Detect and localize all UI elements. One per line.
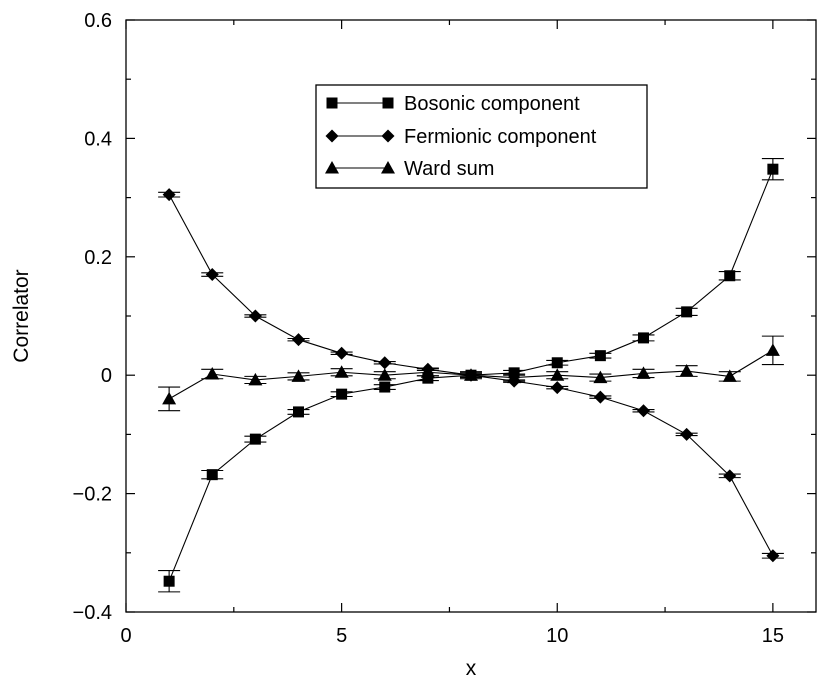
x-tick-label: 0 (120, 625, 131, 647)
data-point (162, 188, 176, 202)
data-point (377, 368, 392, 381)
legend-marker (325, 161, 339, 174)
x-axis-title: x (466, 657, 477, 680)
data-point (507, 370, 522, 384)
data-point (335, 346, 349, 360)
y-axis-title: Correlator (10, 269, 33, 362)
data-point (248, 309, 262, 323)
legend-marker (382, 97, 394, 109)
data-point (636, 366, 651, 379)
data-point (724, 270, 736, 282)
series-layer (158, 157, 784, 593)
legend-label: Bosonic component (404, 93, 580, 115)
data-point (293, 406, 304, 418)
data-point (594, 350, 606, 362)
y-tick-label: 0.2 (84, 247, 112, 269)
data-point (593, 390, 607, 404)
data-point (722, 369, 737, 382)
y-tick-label: 0 (101, 365, 112, 387)
data-point (336, 388, 348, 400)
data-point (679, 364, 694, 377)
data-point (422, 372, 434, 384)
data-point (291, 369, 306, 382)
data-point (378, 356, 392, 370)
legend-marker (326, 97, 338, 109)
data-point (205, 367, 220, 380)
axis-ticks: 0 5 10 15 −0.4 −0.2 0 0.2 0.4 0.6 (73, 10, 816, 647)
data-point (420, 365, 435, 378)
y-tick-label: 0.4 (84, 128, 112, 150)
legend-marker (325, 129, 339, 143)
data-point (637, 404, 650, 418)
data-point (551, 357, 563, 369)
legend-marker (381, 161, 395, 174)
data-point (248, 372, 263, 386)
data-point (163, 575, 175, 587)
series-triangle (158, 335, 784, 412)
data-point (723, 469, 737, 483)
y-tick-label: −0.2 (73, 484, 112, 506)
data-point (765, 343, 780, 356)
data-point (206, 469, 218, 481)
legend-label: Fermionic component (404, 126, 597, 148)
data-point (464, 368, 478, 381)
data-point (767, 163, 779, 175)
legend-label: Ward sum (404, 158, 494, 180)
x-tick-label: 15 (762, 625, 784, 647)
x-tick-label: 10 (546, 625, 568, 647)
x-tick-label: 5 (336, 625, 347, 647)
data-point (249, 433, 261, 445)
data-point (292, 333, 305, 347)
data-point (550, 368, 565, 381)
data-point (638, 332, 649, 344)
legend-marker (381, 129, 395, 143)
data-point (681, 306, 693, 318)
data-point (766, 549, 780, 563)
legend: Bosonic component Fermionic component Ward… (315, 84, 648, 189)
data-point (550, 381, 564, 395)
data-point (593, 370, 608, 384)
y-tick-label: 0.6 (84, 10, 112, 32)
data-point (162, 391, 177, 405)
data-point (680, 427, 694, 441)
data-point (379, 381, 391, 393)
data-point (205, 268, 219, 282)
data-point (334, 365, 349, 378)
y-tick-label: −0.4 (73, 602, 112, 624)
legend-entries: Bosonic component Fermionic component Ward… (325, 93, 597, 180)
